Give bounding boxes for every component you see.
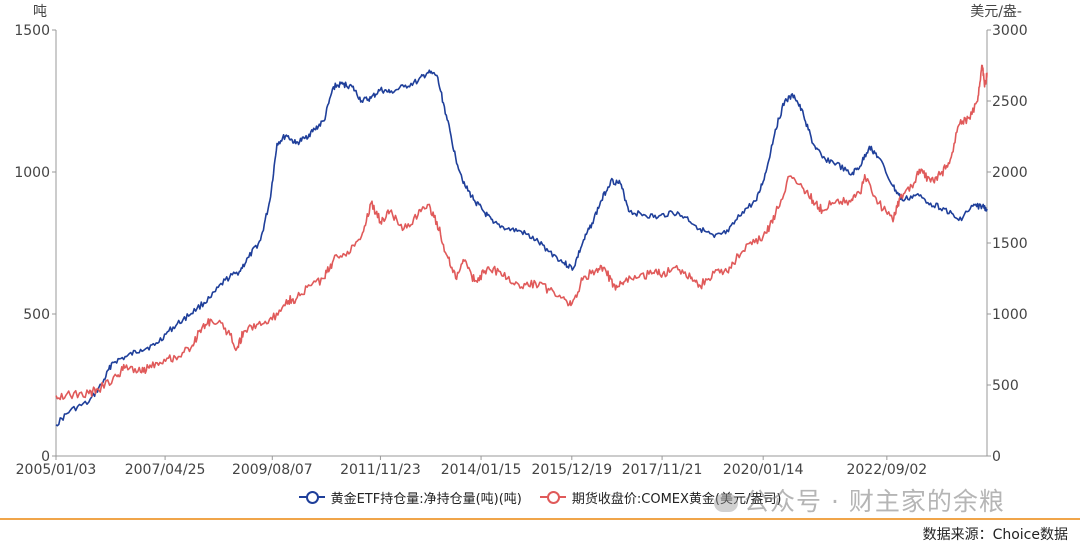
watermark-text: 公众号 · 财主家的余粮 (744, 487, 1005, 516)
y-right-tick-label: 3000 (992, 23, 1028, 39)
legend-item-etf[interactable]: 黄金ETF持仓量:净持仓量(吨)(吨) (298, 488, 522, 507)
watermark: 公众号 · 财主家的余粮 (714, 482, 1005, 518)
x-tick-label: 2014/01/15 (441, 462, 522, 478)
y-right-tick-label: 2000 (992, 165, 1028, 181)
x-tick-label: 2017/11/21 (622, 462, 703, 478)
y-left-tick-label: 500 (23, 307, 50, 323)
y-right-unit: 美元/盎- (970, 4, 1022, 20)
legend-label-comex: 期货收盘价:COMEX黄金(美元/盎司) (571, 491, 782, 507)
axes (52, 29, 991, 460)
series-line-comex-gold (55, 64, 988, 401)
x-tick-label: 2007/04/25 (125, 462, 206, 478)
x-tick-label: 2005/01/03 (16, 462, 97, 478)
x-tick-label: 2009/08/07 (232, 462, 313, 478)
series-lines (55, 64, 988, 427)
legend: 黄金ETF持仓量:净持仓量(吨)(吨) 期货收盘价:COMEX黄金(美元/盎司) (0, 486, 1080, 508)
y-right-tick-label: 1500 (992, 236, 1028, 252)
y-right-tick-label: 0 (992, 449, 1001, 465)
legend-item-comex[interactable]: 期货收盘价:COMEX黄金(美元/盎司) (539, 488, 782, 507)
x-tick-label: 2020/01/14 (723, 462, 804, 478)
y-right-tick-label: 2500 (992, 94, 1028, 110)
x-tick-label: 2015/12/19 (531, 462, 612, 478)
series-line-etf-holdings (55, 69, 988, 427)
x-tick-label: 2022/09/02 (846, 462, 927, 478)
tick-labels: 吨 美元/盎- 1500 1000 500 0 3000 2500 2000 1500 1000 50… (14, 4, 1027, 478)
y-right-tick-label: 1000 (992, 307, 1028, 323)
legend-label-etf: 黄金ETF持仓量:净持仓量(吨)(吨) (330, 491, 522, 507)
legend-swatch-etf (298, 490, 325, 504)
y-right-tick-label: 500 (992, 378, 1019, 394)
legend-swatch-comex (539, 490, 566, 504)
y-left-tick-label: 1000 (14, 165, 50, 181)
y-left-tick-label: 0 (41, 449, 50, 465)
x-tick-label: 2011/11/23 (340, 462, 421, 478)
y-left-tick-label: 1500 (14, 23, 50, 39)
data-source: 数据来源：Choice数据 (922, 527, 1068, 543)
wechat-logo-icon (714, 494, 738, 512)
y-left-unit: 吨 (33, 4, 47, 20)
footer-divider (0, 518, 1080, 520)
